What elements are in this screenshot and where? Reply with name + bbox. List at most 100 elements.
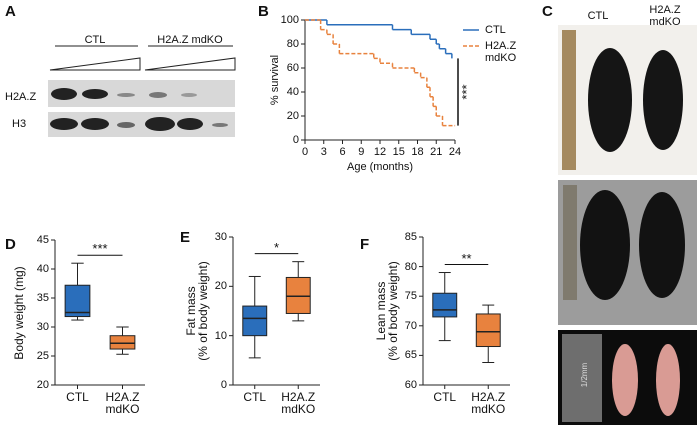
y-axis-label: Fat mass (% of body weight): [184, 261, 210, 361]
legend-label: H2A.Z mdKO: [485, 40, 517, 64]
x-tick-label: CTL: [66, 390, 89, 404]
y-tick-label: 70: [404, 319, 417, 332]
x-tick-label: H2A.Z mdKO: [281, 390, 316, 416]
y-tick-label: 35: [36, 292, 49, 304]
x-tick-label: 0: [301, 146, 309, 158]
survival-step: [419, 72, 427, 79]
x-axis-label: Age (months): [346, 161, 414, 173]
x-tick-label: CTL: [433, 390, 457, 404]
mouse: [588, 48, 632, 152]
survival-step: [332, 34, 340, 45]
y-axis-label: Body weight (mg): [12, 265, 26, 360]
y-tick-label: 40: [36, 263, 49, 275]
y-tick-label: 30: [214, 231, 227, 243]
survival-step: [338, 44, 374, 55]
survival-step: [373, 53, 380, 60]
y-axis-label: % survival: [269, 54, 281, 106]
survival-step: [426, 77, 430, 88]
survival-step: [326, 29, 334, 36]
panel-label: C: [542, 3, 553, 20]
blot-group: CTL: [84, 34, 106, 46]
survival-step: [379, 58, 393, 64]
mouse: [639, 192, 685, 298]
y-tick-label: 80: [404, 260, 417, 273]
y-tick-label: 85: [404, 231, 417, 243]
x-tick-label: 12: [373, 146, 387, 158]
x-tick-label: H2A.Z mdKO: [105, 390, 140, 416]
y-tick-label: 0: [220, 379, 227, 391]
survival-step: [438, 44, 446, 50]
x-tick-label: 3: [320, 146, 327, 158]
x-tick-label: 18: [411, 146, 424, 158]
wedge: [49, 57, 141, 71]
y-axis-label: Lean mass (% of body weight): [374, 261, 400, 361]
y-tick-label: 30: [36, 321, 49, 333]
y-tick-label: 75: [404, 290, 417, 303]
survival-step: [413, 68, 421, 74]
survival-step: [410, 29, 430, 36]
ruler: [562, 334, 602, 422]
wedge: [144, 57, 236, 71]
panel-label: F: [360, 236, 370, 253]
mouse: [580, 190, 630, 300]
survival-step: [429, 34, 437, 40]
survival-step: [391, 63, 415, 69]
significance: *: [273, 239, 280, 255]
survival-step: [391, 24, 412, 31]
bands: [50, 88, 228, 131]
panel-label: A: [5, 3, 16, 20]
blot-strip: [48, 80, 235, 107]
significance: ***: [459, 84, 474, 100]
x-tick-label: H2A.Z mdKO: [471, 390, 506, 416]
muscle: [656, 344, 680, 416]
panel-label: D: [5, 236, 16, 253]
survival-step: [435, 106, 443, 117]
y-tick-label: 25: [36, 350, 49, 362]
ruler: [563, 185, 577, 300]
panel-label: B: [258, 3, 269, 20]
y-tick-label: 45: [36, 234, 49, 246]
y-tick-label: 10: [214, 329, 227, 342]
box: [64, 284, 91, 318]
survival-step: [429, 87, 434, 98]
survival-step: [319, 20, 327, 31]
photo-label: CTL: [587, 10, 609, 22]
y-tick-label: 65: [404, 349, 417, 362]
photo-label: H2A.Z mdKO: [649, 4, 681, 28]
survival-step: [441, 116, 455, 127]
panel-label: E: [180, 229, 191, 246]
survival-step: [326, 20, 393, 26]
box: [242, 305, 268, 337]
x-tick-label: 15: [392, 146, 405, 158]
x-tick-label: 21: [430, 146, 443, 158]
y-tick-label: 60: [286, 62, 299, 74]
mouse: [643, 50, 683, 150]
blot-group: H2A.Z mdKO: [157, 34, 223, 46]
legend-label: CTL: [485, 24, 506, 36]
survival-step: [432, 96, 437, 108]
ruler-label: 1/2mm: [580, 362, 589, 388]
x-tick-label: 6: [339, 146, 346, 158]
box: [432, 292, 458, 318]
ruler: [562, 30, 576, 170]
survival-step: [444, 48, 452, 55]
box: [475, 313, 501, 348]
y-tick-label: 60: [404, 379, 417, 391]
y-tick-label: 20: [214, 280, 227, 293]
box: [109, 335, 136, 350]
y-tick-label: 100: [280, 14, 299, 26]
muscle: [612, 344, 638, 416]
x-tick-label: 9: [358, 146, 365, 158]
x-tick-label: CTL: [243, 390, 267, 404]
survival-step: [435, 39, 440, 45]
y-tick-label: 0: [292, 134, 299, 146]
y-tick-label: 20: [286, 110, 299, 122]
y-tick-label: 40: [286, 86, 299, 98]
blot-row: H2A.Z: [5, 91, 37, 103]
significance: ***: [92, 241, 108, 257]
y-tick-label: 80: [286, 38, 299, 50]
blot-row: H3: [12, 118, 27, 130]
blot-strip: [48, 112, 235, 137]
